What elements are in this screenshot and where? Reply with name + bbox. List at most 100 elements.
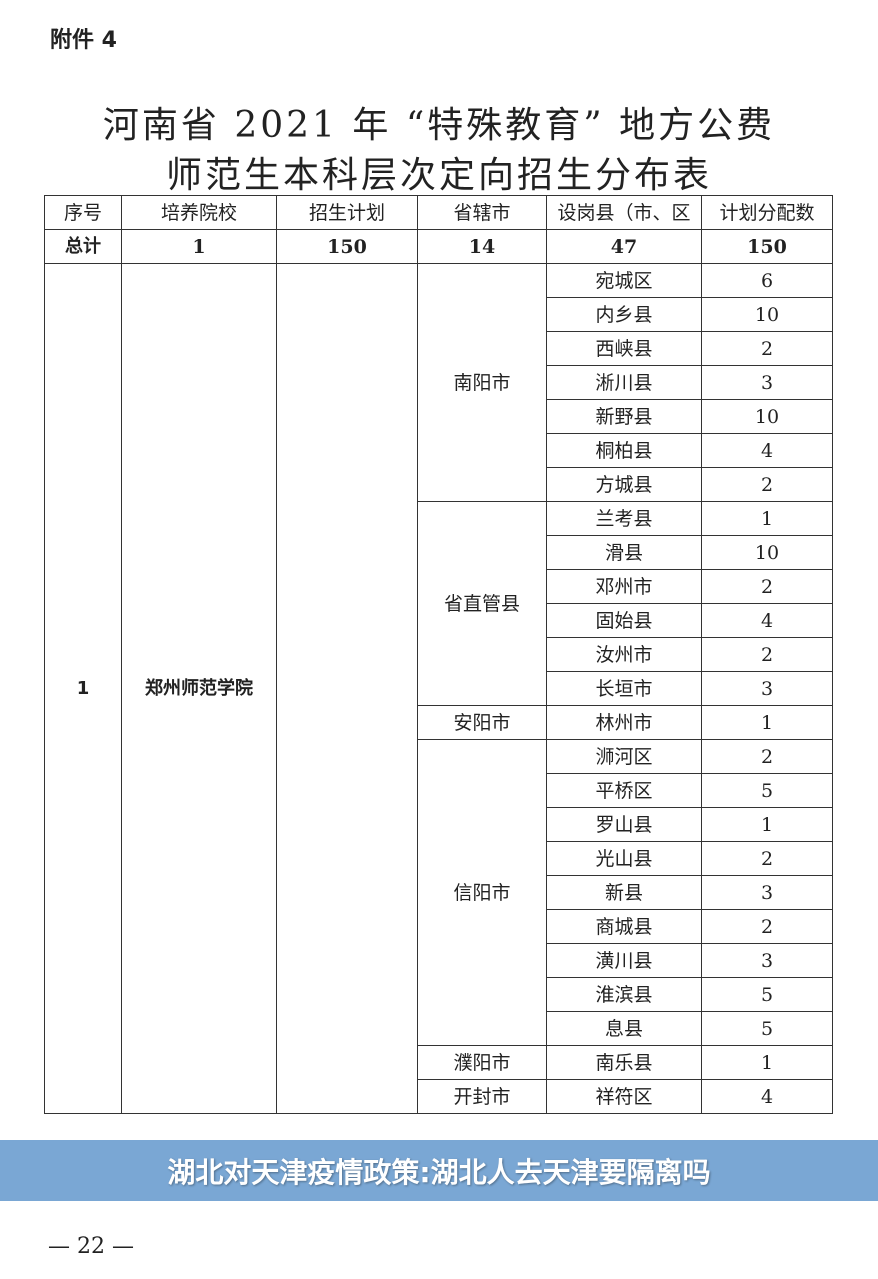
county-cell: 兰考县 [546,501,702,536]
city-cell: 开封市 [417,1079,547,1114]
header-row: 序号 培养院校 招生计划 省辖市 设岗县（市、区 计划分配数 [44,195,833,230]
county-cell: 内乡县 [546,297,702,332]
city-cell: 省直管县 [417,501,547,706]
county-cell: 汝州市 [546,637,702,672]
county-cell: 淮滨县 [546,977,702,1012]
county-cell: 宛城区 [546,263,702,298]
table-row: 淮滨县 5 [45,977,833,1012]
table-row: 安阳市 林州市 1 [45,705,833,740]
county-cell: 桐柏县 [546,433,702,468]
total-cell: 14 [417,229,547,264]
allocation-cell: 1 [701,1045,833,1080]
allocation-cell: 10 [701,535,833,570]
county-cell: 滑县 [546,535,702,570]
header-cell: 招生计划 [276,195,418,230]
table-row: 信阳市 浉河区 2 [45,739,833,1046]
table-row: 省直管县 兰考县 1 [45,501,833,706]
document-title-line1: 河南省 2021 年 “特殊教育” 地方公费 [102,105,776,146]
city-cell: 信阳市 [417,739,547,1046]
county-cell: 林州市 [546,705,702,740]
allocation-cell: 2 [701,569,833,604]
county-cell: 浉河区 [546,739,702,774]
city-cell: 濮阳市 [417,1045,547,1080]
allocation-cell: 6 [701,263,833,298]
allocation-cell: 2 [701,841,833,876]
allocation-cell: 4 [701,1079,833,1114]
table-row: 新县 3 [45,875,833,910]
county-cell: 南乐县 [546,1045,702,1080]
table-row: 开封市 祥符区 4 [45,1079,833,1114]
table-row: 滑县 10 [45,535,833,570]
county-cell: 淅川县 [546,365,702,400]
allocation-cell: 10 [701,297,833,332]
county-cell: 光山县 [546,841,702,876]
total-cell: 150 [701,229,833,264]
table-row: 淅川县 3 [45,365,833,400]
table-row: 新野县 10 [45,399,833,434]
table-row: 平桥区 5 [45,773,833,808]
allocation-cell: 1 [701,807,833,842]
allocation-cell: 2 [701,739,833,774]
allocation-cell: 2 [701,467,833,502]
allocation-cell: 2 [701,331,833,366]
allocation-cell: 4 [701,603,833,638]
allocation-cell: 1 [701,501,833,536]
total-cell: 47 [546,229,702,264]
county-cell: 邓州市 [546,569,702,604]
table-row: 桐柏县 4 [45,433,833,468]
table-row: 汝州市 2 [45,637,833,672]
plan-cell [276,263,418,1114]
allocation-cell: 3 [701,671,833,706]
allocation-cell: 5 [701,977,833,1012]
county-cell: 新野县 [546,399,702,434]
table-row: 西峡县 2 [45,331,833,366]
total-cell: 1 [121,229,277,264]
county-cell: 潢川县 [546,943,702,978]
county-cell: 长垣市 [546,671,702,706]
county-cell: 罗山县 [546,807,702,842]
allocation-cell: 3 [701,365,833,400]
county-cell: 平桥区 [546,773,702,808]
allocation-cell: 5 [701,1011,833,1046]
allocation-cell: 2 [701,637,833,672]
county-cell: 固始县 [546,603,702,638]
table-row: 方城县 2 [45,467,833,502]
document-title-line2: 师范生本科层次定向招生分布表 [165,155,712,196]
city-cell: 南阳市 [417,263,547,502]
table-row: 商城县 2 [45,909,833,944]
county-cell: 方城县 [546,467,702,502]
attachment-label: 附件 4 [50,28,117,53]
county-cell: 西峡县 [546,331,702,366]
total-row: 总计 1 150 14 47 150 [44,229,833,264]
allocation-cell: 3 [701,875,833,910]
county-cell: 祥符区 [546,1079,702,1114]
page-number: — 22 — [48,1234,134,1259]
index-cell: 1 [44,263,122,1114]
overlay-banner[interactable]: 湖北对天津疫情政策:湖北人去天津要隔离吗 [0,1140,878,1201]
header-cell: 计划分配数 [701,195,833,230]
allocation-cell: 2 [701,909,833,944]
school-cell: 郑州师范学院 [121,263,277,1114]
header-cell: 设岗县（市、区 [546,195,702,230]
allocation-cell: 1 [701,705,833,740]
city-cell: 安阳市 [417,705,547,740]
header-cell: 序号 [44,195,122,230]
distribution-table: 序号 培养院校 招生计划 省辖市 设岗县（市、区 计划分配数 总计 1 150 … [44,195,833,1114]
county-cell: 商城县 [546,909,702,944]
total-cell: 150 [276,229,418,264]
allocation-cell: 5 [701,773,833,808]
allocation-cell: 3 [701,943,833,978]
header-cell: 省辖市 [417,195,547,230]
banner-text: 湖北对天津疫情政策:湖北人去天津要隔离吗 [167,1155,711,1189]
allocation-cell: 4 [701,433,833,468]
table-row: 息县 5 [45,1011,833,1046]
county-cell: 息县 [546,1011,702,1046]
table-row: 固始县 4 [45,603,833,638]
table-row: 内乡县 10 [45,297,833,332]
table-row: 长垣市 3 [45,671,833,706]
county-cell: 新县 [546,875,702,910]
table-row: 1 郑州师范学院 南阳市 宛城区 6 [44,263,833,1114]
header-cell: 培养院校 [121,195,277,230]
allocation-cell: 10 [701,399,833,434]
total-cell: 总计 [44,229,122,264]
